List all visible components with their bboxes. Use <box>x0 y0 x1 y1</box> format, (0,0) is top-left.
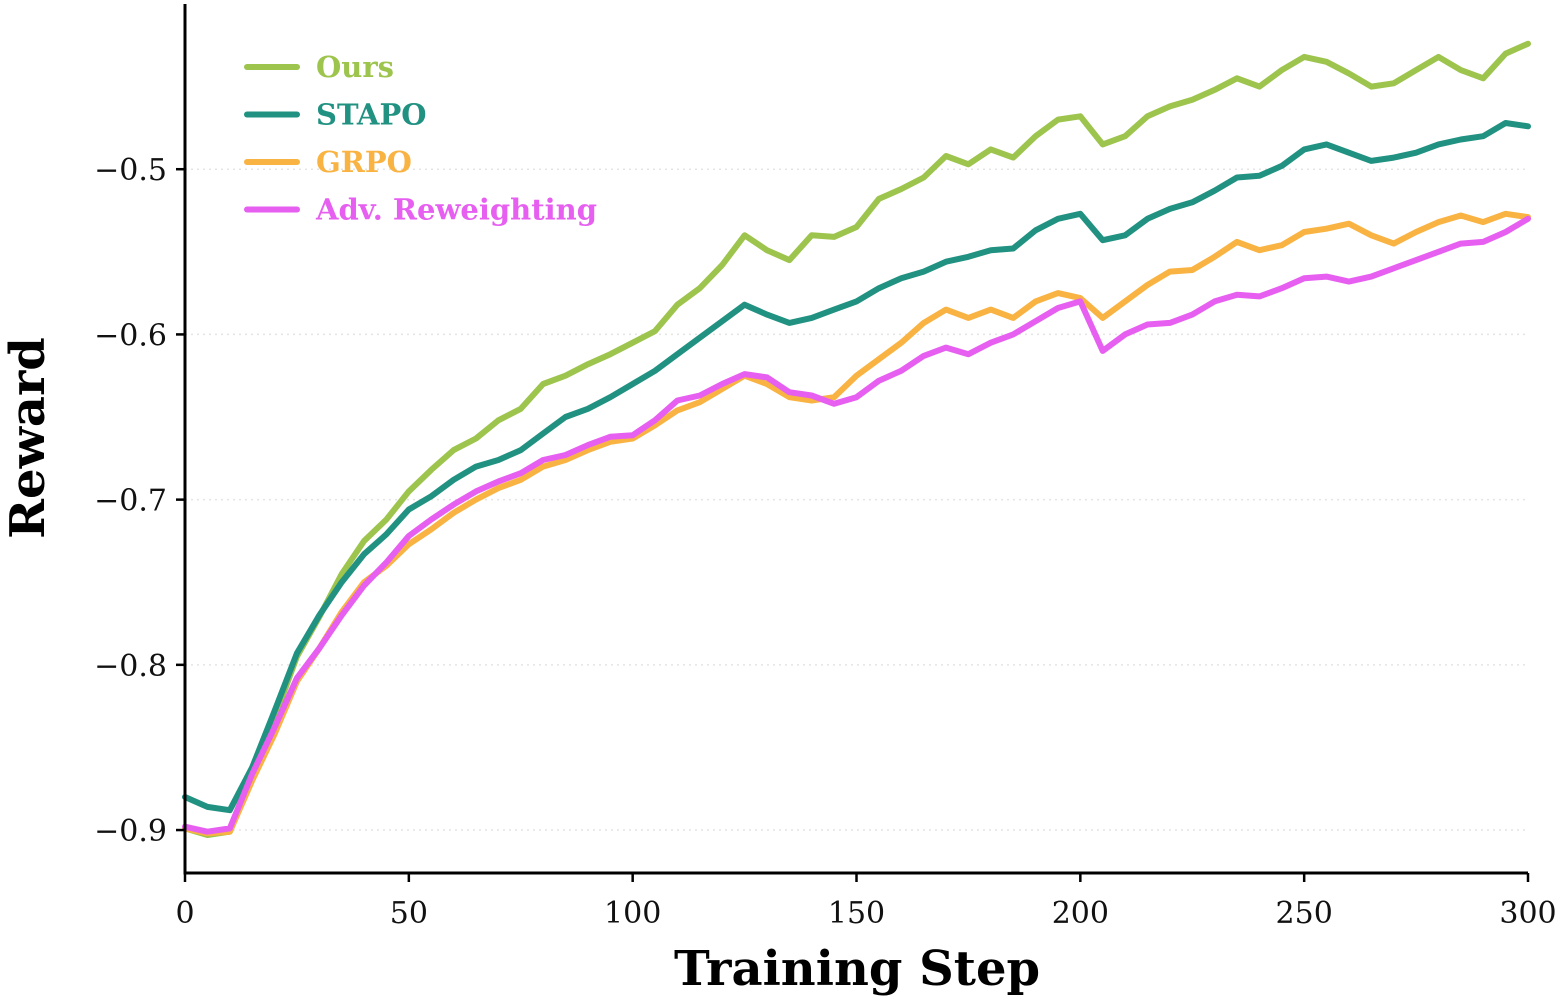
x-tick-label: 100 <box>604 896 661 931</box>
y-tick-label: −0.5 <box>94 153 167 188</box>
y-tick-label: −0.6 <box>94 318 167 353</box>
series-line-grpo <box>182 210 1531 837</box>
x-tick-label: 200 <box>1052 896 1109 931</box>
x-axis-ticks: 0 50 100 150 200 250 300 <box>175 873 1557 931</box>
x-tick-label: 0 <box>175 896 194 931</box>
legend-label: Adv. Reweighting <box>315 193 597 227</box>
y-tick-label: −0.8 <box>94 649 167 684</box>
y-tick-label: −0.9 <box>94 814 167 849</box>
y-axis-ticks: −0.9 −0.8 −0.7 −0.6 −0.5 <box>94 153 185 849</box>
x-tick-label: 150 <box>828 896 885 931</box>
axes <box>183 4 1528 875</box>
y-axis-title: Reward <box>0 337 56 539</box>
x-tick-label: 250 <box>1276 896 1333 931</box>
x-axis-title: Training Step <box>674 941 1040 997</box>
grid-lines <box>185 168 1528 831</box>
x-tick-label: 300 <box>1499 896 1556 931</box>
legend: Ours STAPO GRPO Adv. Reweighting <box>244 50 597 227</box>
legend-label: Ours <box>316 50 394 84</box>
series-lines <box>182 40 1531 838</box>
legend-label: STAPO <box>316 98 427 132</box>
x-tick-label: 50 <box>390 896 428 931</box>
legend-label: GRPO <box>316 145 412 179</box>
series-line-ours <box>182 40 1531 838</box>
y-tick-label: −0.7 <box>94 484 167 519</box>
series-line-adv-reweighting <box>182 215 1531 835</box>
series-line-stapo <box>182 120 1531 814</box>
